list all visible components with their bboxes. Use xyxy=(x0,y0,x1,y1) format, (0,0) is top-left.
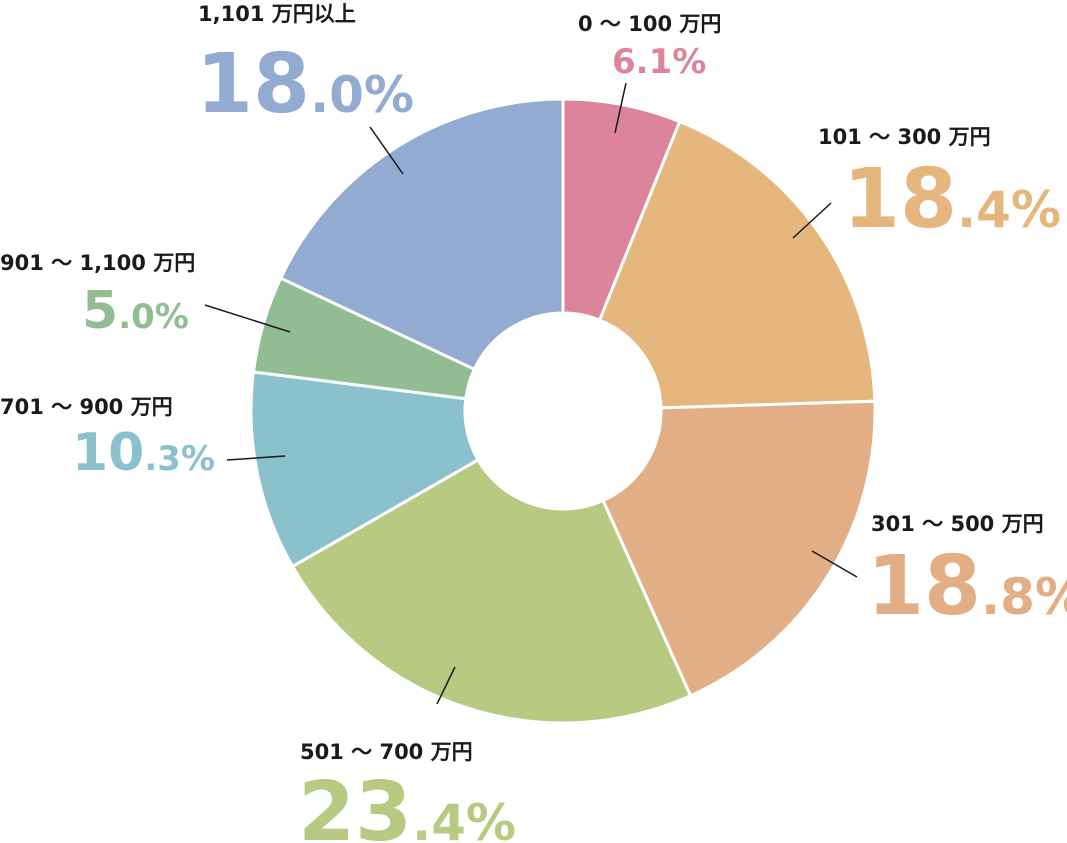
slice-4 xyxy=(290,457,693,725)
slice-2 xyxy=(597,119,877,410)
slice-label-3: 301 〜 500 万円 xyxy=(871,512,1044,536)
slice-percent-dec-4: .4% xyxy=(412,794,516,843)
slice-percent-7: 18.0% xyxy=(196,37,414,132)
slice-percent-4: 23.4% xyxy=(298,765,516,843)
leader-line-3 xyxy=(811,550,858,578)
slice-percent-int-5: 10 xyxy=(72,423,144,483)
slice-percent-dec-2: .4% xyxy=(957,181,1061,239)
slice-percent-dec-5: .3% xyxy=(144,439,215,479)
slice-percent-2: 18.4% xyxy=(843,152,1061,247)
slice-5 xyxy=(249,370,481,569)
slice-percent-dec-7: .0% xyxy=(310,66,414,124)
slice-label-1: 0 〜 100 万円 xyxy=(578,12,721,36)
slices-group xyxy=(249,97,877,725)
slice-percent-int-3: 18 xyxy=(867,539,981,634)
leader-line-2 xyxy=(792,202,832,239)
leader-lines-group xyxy=(204,82,858,705)
slice-percent-int-4: 23 xyxy=(298,765,412,843)
leader-line-6 xyxy=(204,304,291,333)
slice-3 xyxy=(601,399,877,698)
slice-percent-int-1: 6 xyxy=(612,42,636,82)
slice-percent-3: 18.8% xyxy=(867,539,1067,634)
slice-label-7: 1,101 万円以上 xyxy=(198,2,356,26)
slice-percent-5: 10.3% xyxy=(72,423,215,483)
slice-percent-6: 5.0% xyxy=(82,281,189,341)
slice-percent-int-7: 18 xyxy=(196,37,310,132)
slice-label-6: 901 〜 1,100 万円 xyxy=(0,251,195,275)
slice-7 xyxy=(278,97,565,372)
leader-line-1 xyxy=(614,82,627,134)
slice-label-4: 501 〜 700 万円 xyxy=(300,740,473,764)
slice-percent-int-2: 18 xyxy=(843,152,957,247)
leader-line-7 xyxy=(369,126,404,175)
leader-line-4 xyxy=(436,666,456,705)
slice-percent-int-6: 5 xyxy=(82,281,118,341)
slice-label-5: 701 〜 900 万円 xyxy=(0,395,173,419)
slice-percent-dec-3: .8% xyxy=(981,568,1067,626)
leader-line-5 xyxy=(226,455,286,461)
slice-percent-dec-1: .1% xyxy=(636,42,707,82)
slice-label-2: 101 〜 300 万円 xyxy=(818,125,991,149)
slice-percent-dec-6: .0% xyxy=(118,297,189,337)
slice-percent-1: 6.1% xyxy=(612,42,706,82)
